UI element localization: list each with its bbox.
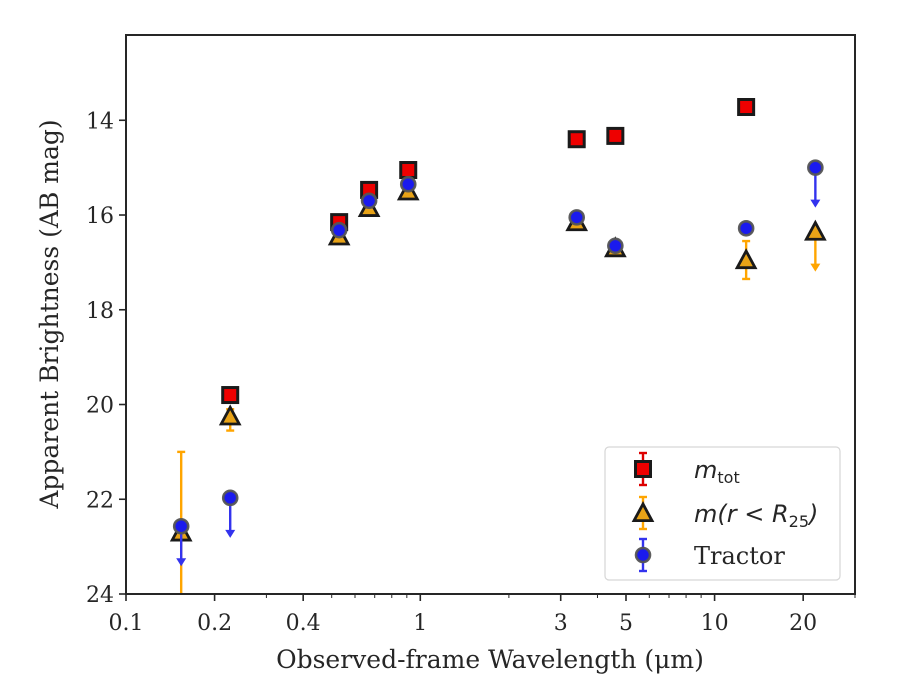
- x-tick-label: 1: [413, 611, 427, 636]
- legend-marker: [634, 460, 652, 478]
- data-point: [606, 126, 625, 145]
- data-point: [734, 248, 758, 270]
- y-tick-label: 18: [86, 299, 114, 324]
- data-point: [737, 98, 756, 117]
- x-tick-label: 0.2: [197, 611, 232, 636]
- x-axis-label: Observed-frame Wavelength (μm): [276, 645, 704, 674]
- y-tick-label: 22: [86, 488, 114, 513]
- axes-layer: 0.1 0.2 0.4 1 3 5 10 20 14 16 18 20 22 24: [86, 109, 856, 636]
- data-point: [330, 221, 348, 239]
- data-point: [172, 517, 190, 535]
- series-circle: [172, 159, 824, 567]
- upper-limit-arrowhead: [225, 529, 236, 538]
- upper-limit-arrowhead: [810, 263, 821, 272]
- data-point: [399, 175, 417, 193]
- data-point: [221, 489, 239, 507]
- data-point: [399, 161, 418, 180]
- x-tick-label: 5: [619, 611, 633, 636]
- data-layer: [169, 98, 827, 594]
- x-tick-label: 0.4: [286, 611, 321, 636]
- data-point: [804, 219, 827, 241]
- upper-limit-arrowhead: [810, 199, 821, 208]
- legend-marker: [634, 546, 652, 564]
- x-tick-label: 10: [701, 611, 729, 636]
- plot-frame: [125, 34, 856, 595]
- data-point: [567, 130, 586, 149]
- legend-label: m(r < R25): [694, 500, 818, 531]
- legend-marker: [631, 501, 655, 523]
- data-point: [221, 386, 240, 405]
- legend-label: Tractor: [694, 542, 785, 570]
- data-point: [360, 192, 378, 210]
- y-tick-label: 14: [86, 109, 114, 134]
- legend-box: [604, 446, 841, 581]
- y-tick-label: 16: [86, 204, 114, 229]
- x-tick-label: 0.1: [109, 611, 144, 636]
- data-point: [607, 237, 624, 255]
- data-point: [218, 404, 242, 426]
- y-axis-label: Apparent Brightness (AB mag): [35, 119, 64, 509]
- upper-limit-arrowhead: [176, 558, 187, 567]
- y-tick-label: 24: [86, 583, 114, 608]
- y-tick-label: 20: [86, 394, 114, 419]
- x-tick-label: 20: [789, 611, 817, 636]
- legend: mtot m(r < R25) Tractor: [604, 446, 841, 581]
- series-square: [221, 98, 756, 405]
- data-point: [568, 209, 586, 226]
- legend-label: mtot: [694, 456, 740, 487]
- data-point: [807, 159, 824, 176]
- x-tick-label: 3: [554, 611, 568, 636]
- data-point: [737, 219, 755, 237]
